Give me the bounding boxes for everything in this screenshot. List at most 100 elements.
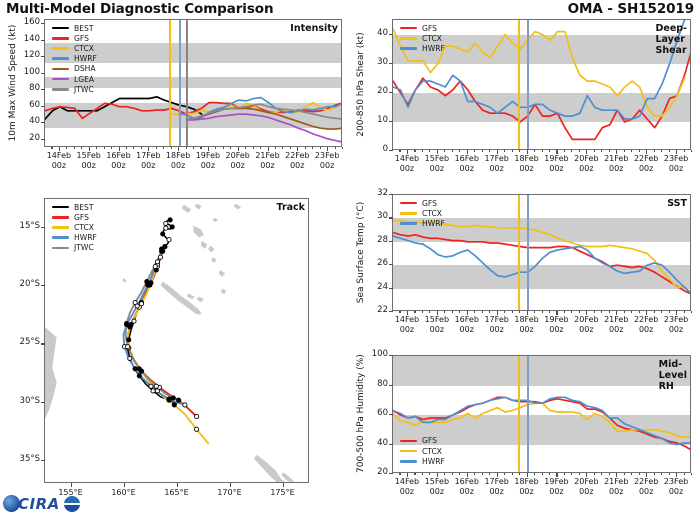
legend-item-jtwc: JTWC (52, 243, 97, 253)
track-line-hwrf (122, 250, 186, 406)
x-tick-mark (297, 147, 299, 151)
x-tick-mark (548, 150, 551, 153)
x-tick-mark (571, 311, 573, 314)
track-marker (148, 383, 154, 389)
track-marker (153, 383, 159, 389)
coastline-polygon (211, 257, 217, 263)
init-time-line (185, 20, 188, 146)
x-tick-mark (519, 150, 521, 153)
x-tick-mark (289, 147, 291, 150)
x-tick-mark (466, 473, 468, 477)
init-time-line (169, 20, 172, 146)
track-marker (194, 413, 200, 420)
y-tick-label: 40 (29, 116, 40, 127)
x-tick-label: 18Feb 00z (165, 151, 191, 170)
legend-item-hwrf: HWRF (400, 43, 445, 53)
legend-label: CTCX (422, 208, 442, 218)
y-axis-label-sst: Sea Surface Temp (°C) (356, 201, 366, 304)
x-tick-mark (334, 147, 336, 150)
y-tick-label: 20 (29, 132, 40, 143)
y-tick-mark (388, 62, 393, 64)
panel-title-rh: Mid-Level RH (658, 359, 687, 392)
coastline-polygon (194, 203, 202, 210)
y-tick-label: 40 (377, 437, 388, 448)
x-tick-mark (668, 311, 670, 314)
x-tick-mark (548, 473, 551, 476)
x-tick-mark (436, 473, 438, 477)
x-tick-mark (668, 473, 670, 476)
y-tick-label: 160 (23, 17, 40, 28)
series-line-hwrf (393, 396, 690, 446)
x-tick-mark (489, 311, 491, 314)
legend-label: GFS (422, 23, 437, 33)
series-line-hwrf (393, 20, 686, 120)
legend-swatch-ctcx (400, 36, 417, 40)
legend-swatch-hwrf (400, 47, 417, 50)
x-tick-label: 23Feb 00z (314, 151, 340, 170)
lon-tick-mark (229, 483, 231, 487)
x-tick-mark (653, 473, 655, 476)
y-tick-label: 20 (377, 85, 388, 96)
x-tick-mark (421, 311, 423, 314)
x-tick-mark (631, 311, 633, 314)
legend-swatch-dsha (52, 67, 69, 71)
x-tick-label: 22Feb 00z (633, 315, 659, 334)
y-tick-mark (388, 240, 393, 242)
x-tick-mark (111, 147, 113, 150)
legend-item-hwrf: HWRF (52, 233, 97, 243)
coastline-polygon (196, 296, 204, 303)
lat-tick-mark (40, 401, 45, 403)
coastline-polygon (181, 204, 192, 213)
x-tick-mark (556, 311, 558, 315)
x-tick-mark (125, 147, 128, 150)
y-tick-mark (40, 89, 45, 91)
x-tick-mark (638, 311, 640, 314)
x-tick-mark (556, 473, 558, 477)
x-tick-label: 16Feb 00z (454, 477, 479, 496)
x-tick-mark (653, 150, 655, 153)
legend-sst: GFS CTCX HWRF (400, 198, 445, 229)
x-tick-mark (593, 150, 595, 153)
track-line-best (126, 219, 178, 405)
track-marker (182, 402, 188, 408)
lon-tick-label: 170°E (217, 488, 242, 497)
x-tick-mark (691, 150, 693, 153)
legend-intensity: BEST GFS CTCX HWRF DSHA LGEA JTWC (52, 23, 97, 94)
x-tick-mark (661, 150, 663, 153)
x-tick-mark (623, 311, 625, 314)
legend-label: GFS (74, 33, 89, 43)
x-tick-mark (399, 311, 401, 314)
y-tick-label: 28 (377, 234, 388, 245)
x-tick-label: 14Feb 00z (394, 154, 420, 173)
storm-identifier: OMA - SH152019 (567, 1, 694, 17)
coastline-polygon (160, 281, 202, 315)
legend-swatch-ctcx (400, 211, 417, 215)
track-marker (136, 373, 142, 379)
x-tick-mark (616, 473, 618, 477)
x-tick-label: 17Feb 00z (484, 477, 509, 496)
x-tick-mark (207, 147, 209, 151)
series-layer-intensity (45, 95, 341, 143)
series-layer-rh (393, 396, 690, 451)
init-time-line (178, 20, 181, 146)
x-tick-mark (534, 150, 536, 153)
track-marker (124, 320, 130, 327)
intensity-band (393, 356, 690, 386)
plot-area-intensity (44, 19, 342, 147)
track-marker (152, 263, 158, 270)
x-tick-mark (406, 311, 409, 315)
lon-tick-label: 160°E (111, 488, 136, 497)
x-tick-mark (459, 150, 461, 153)
x-tick-mark (327, 147, 329, 151)
y-tick-label: 80 (29, 83, 40, 94)
y-tick-mark (388, 311, 393, 313)
x-tick-mark (414, 473, 416, 476)
page-title: Multi-Model Diagnostic Comparison (6, 1, 274, 17)
legend-label: JTWC (74, 243, 94, 253)
y-tick-label: 0 (382, 144, 388, 154)
x-tick-mark (466, 311, 468, 315)
x-tick-mark (623, 473, 625, 476)
x-tick-mark (511, 150, 513, 153)
legend-swatch-hwrf (400, 222, 417, 225)
legend-swatch-lgea (52, 77, 69, 81)
